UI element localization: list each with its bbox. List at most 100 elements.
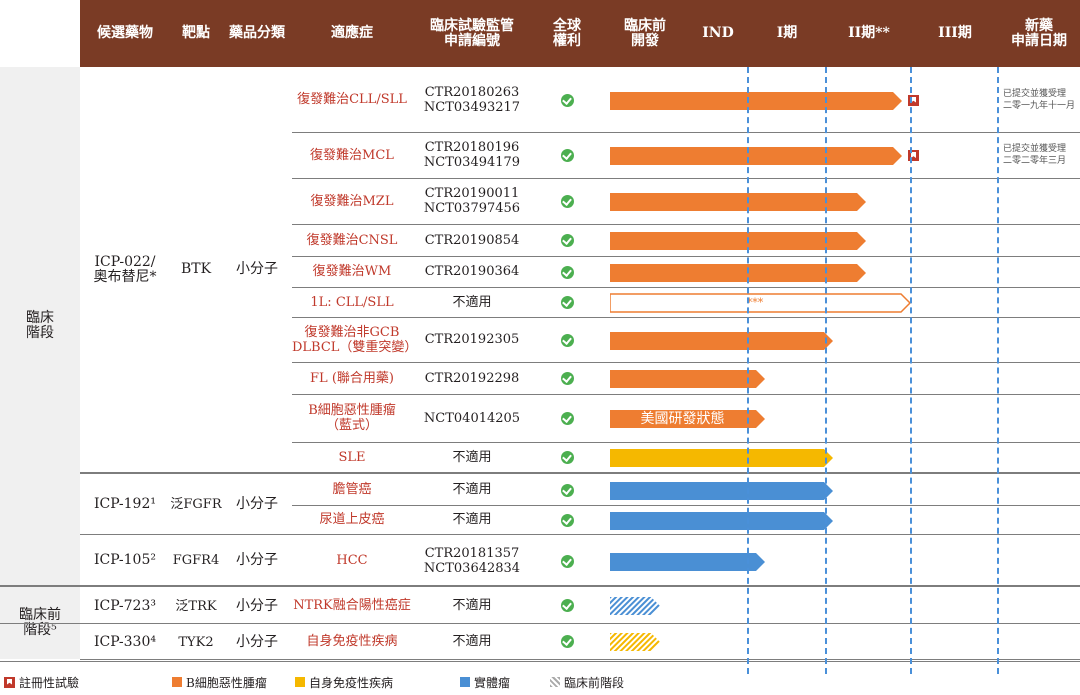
check-icon xyxy=(561,296,574,309)
progress-arrow xyxy=(610,633,660,651)
progress-arrow-shape xyxy=(610,147,902,165)
row-divider xyxy=(292,178,1080,179)
legend-preclinical: 臨床前階段 xyxy=(550,672,624,692)
progress-arrow-shape xyxy=(610,370,765,388)
section-divider xyxy=(0,661,1080,662)
legend-label: 註冊性試驗 xyxy=(19,675,80,690)
progress-arrow xyxy=(610,410,765,428)
phase1-boundary-line xyxy=(825,67,827,674)
legend-label: 臨床前階段 xyxy=(564,675,625,690)
progress-arrow-shape xyxy=(610,263,866,282)
progress-arrow-shape xyxy=(610,293,912,313)
trial-id-cell: CTR20181357 NCT03642834 xyxy=(423,545,521,576)
header-indication: 適應症 xyxy=(292,0,412,67)
progress-arrow-shape xyxy=(610,331,833,350)
progress-arrow xyxy=(610,552,765,571)
header-phase2: II期** xyxy=(826,0,912,67)
section-divider xyxy=(0,585,1080,587)
check-icon xyxy=(561,513,574,527)
progress-arrow xyxy=(610,511,833,530)
flag-icon xyxy=(908,94,919,106)
trial-id-cell: NCT04014205 xyxy=(423,410,521,426)
indication-cell: 復發難治MZL xyxy=(310,193,394,209)
drug-name: ICP-105² xyxy=(94,552,156,568)
square-icon xyxy=(460,677,470,687)
header-preclinical: 臨床前 開發 xyxy=(602,0,688,67)
trial-id-cell: 不適用 xyxy=(452,482,492,497)
trial-id-cell: CTR20192298 xyxy=(424,370,520,386)
nda-status: 已提交並獲受理 二零一九年十一月 xyxy=(1003,88,1076,111)
header-global-rights: 全球 權利 xyxy=(532,0,602,67)
legend-solid-tumor: 實體瘤 xyxy=(460,672,510,692)
progress-arrow-shape xyxy=(610,193,866,211)
drug-target: BTK xyxy=(180,261,212,277)
phase2-boundary-line xyxy=(910,67,912,674)
progress-bar-label: 美國研發狀態 xyxy=(640,411,725,427)
trial-id-cell: 不適用 xyxy=(452,597,492,613)
row-divider xyxy=(292,132,1080,133)
ind-boundary-line xyxy=(747,67,749,674)
trial-id-cell: CTR20180263 NCT03493217 xyxy=(423,84,521,115)
row-divider xyxy=(292,317,1080,318)
indication-cell: 復發難治CNSL xyxy=(306,232,398,248)
drug-target: 泛FGFR xyxy=(170,496,222,512)
progress-arrow-shape xyxy=(610,597,660,615)
progress-arrow xyxy=(610,263,866,282)
indication-cell: SLE xyxy=(338,449,366,465)
progress-arrow-shape xyxy=(610,552,765,571)
indication-cell: NTRK融合陽性癌症 xyxy=(293,597,411,613)
progress-arrow-shape xyxy=(610,449,833,467)
check-icon xyxy=(561,599,574,612)
indication-cell: 復發難治非GCB DLBCL（雙重突變） xyxy=(292,324,418,355)
drug-target: FGFR4 xyxy=(172,553,220,568)
check-icon xyxy=(561,483,574,497)
progress-arrow xyxy=(610,597,660,615)
check-icon xyxy=(561,372,574,385)
indication-cell: HCC xyxy=(336,553,368,568)
trial-id-cell: 不適用 xyxy=(452,512,492,527)
drug-name: ICP-192¹ xyxy=(94,495,156,512)
check-icon xyxy=(561,451,574,464)
progress-arrow-shape xyxy=(610,410,765,428)
drug-name: ICP-022/ 奧布替尼* xyxy=(93,253,157,285)
trial-id-cell: 不適用 xyxy=(452,449,492,465)
progress-arrow-shape xyxy=(610,481,833,500)
progress-arrow xyxy=(610,449,833,467)
progress-arrow xyxy=(610,331,833,350)
check-icon xyxy=(561,195,574,208)
drug-name: ICP-330⁴ xyxy=(94,633,156,650)
indication-cell: 自身免疫性疾病 xyxy=(306,633,398,649)
header-nda-date: 新藥 申請日期 xyxy=(998,0,1080,67)
progress-arrow-shape xyxy=(610,91,902,110)
progress-arrow xyxy=(610,293,912,313)
check-icon xyxy=(561,265,574,279)
check-icon xyxy=(561,93,574,107)
progress-arrow xyxy=(610,370,765,388)
progress-bar-label: *** xyxy=(746,295,764,309)
square-icon xyxy=(172,677,182,687)
flag-icon xyxy=(908,150,919,161)
row-divider xyxy=(292,442,1080,443)
progress-arrow-shape xyxy=(610,633,660,651)
header-phase3: III期 xyxy=(912,0,998,67)
nda-status: 已提交並獲受理 二零二零年三月 xyxy=(1003,144,1067,166)
header-class: 藥品分類 xyxy=(222,0,292,67)
indication-cell: 復發難治MCL xyxy=(310,147,394,163)
indication-cell: FL (聯合用藥) xyxy=(310,370,394,386)
trial-id-cell: CTR20190011 NCT03797456 xyxy=(423,186,521,216)
legend-label: 自身免疫性疾病 xyxy=(309,675,394,690)
progress-arrow xyxy=(610,147,902,165)
drug-class: 小分子 xyxy=(236,495,278,512)
trial-id-cell: 不適用 xyxy=(452,633,492,649)
drug-class: 小分子 xyxy=(236,552,278,568)
drug-class: 小分子 xyxy=(236,633,278,650)
drug-class: 小分子 xyxy=(236,597,278,614)
row-divider xyxy=(292,362,1080,363)
header-phase1: I期 xyxy=(748,0,826,67)
indication-cell: 膽管癌 xyxy=(332,482,372,497)
section-divider xyxy=(80,659,1080,660)
row-divider xyxy=(292,287,1080,288)
progress-arrow-shape xyxy=(610,232,866,250)
legend-label: 實體瘤 xyxy=(474,675,511,690)
